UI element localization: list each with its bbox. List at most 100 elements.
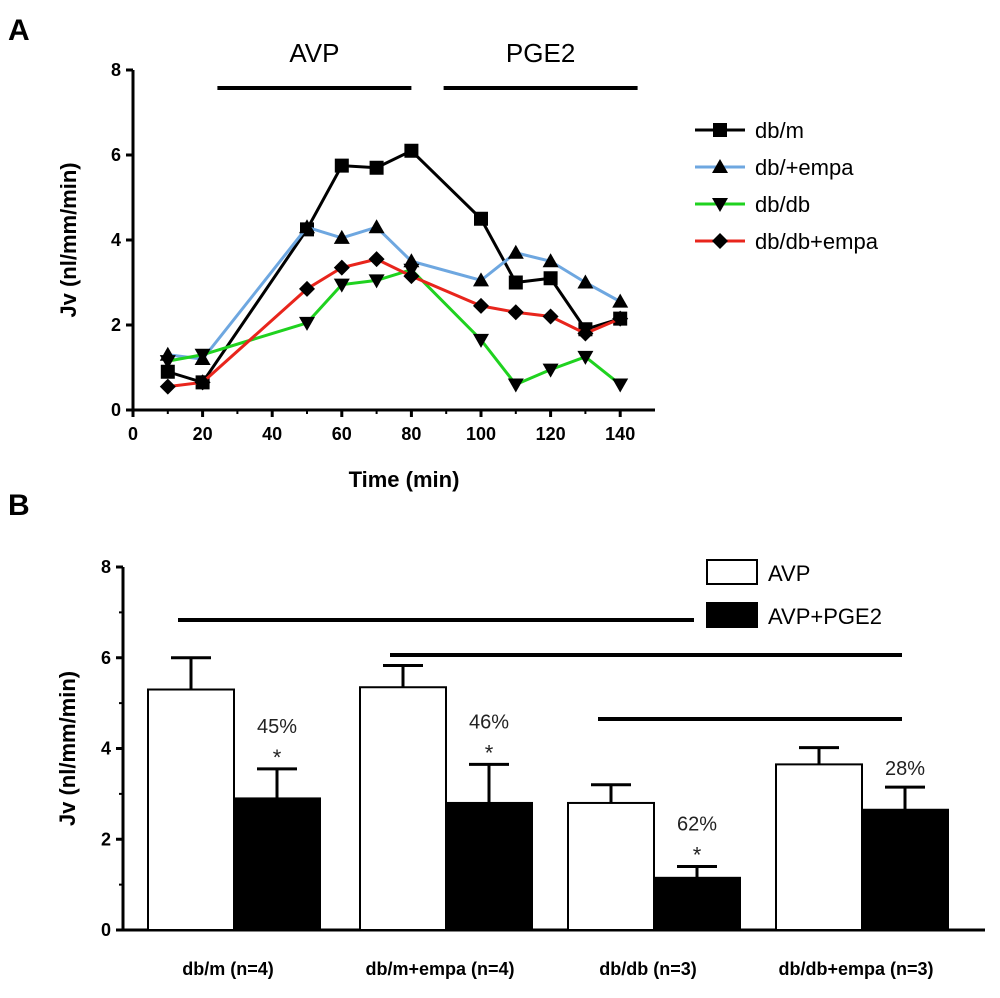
data-point <box>474 211 488 226</box>
category-label: db/m+empa (n=4) <box>365 959 514 979</box>
legend-label: AVP+PGE2 <box>768 604 882 629</box>
data-point <box>159 378 176 395</box>
bar-y-tick-label: 2 <box>101 829 111 849</box>
legend-label: db/db <box>755 192 810 217</box>
bar-avp <box>775 763 863 931</box>
x-tick-label: 40 <box>262 424 282 444</box>
bar-avp <box>567 801 655 932</box>
period-label: PGE2 <box>506 38 575 68</box>
data-point <box>612 310 629 327</box>
x-axis-title: Time (min) <box>349 467 460 492</box>
data-point <box>368 251 385 268</box>
data-point <box>507 244 524 259</box>
period-label: AVP <box>289 38 339 68</box>
bar-avp-pge2 <box>445 801 533 932</box>
data-point <box>299 219 315 234</box>
legend-label: db/db+empa <box>755 229 879 254</box>
data-point <box>612 293 629 308</box>
data-point <box>612 378 629 393</box>
data-point <box>369 160 384 175</box>
bar-annotations: 45% * 46% * 62% * 28% <box>257 711 925 867</box>
bar-avp <box>147 688 235 932</box>
data-point <box>368 219 385 234</box>
bar-avp-pge2 <box>653 876 741 931</box>
data-point <box>507 304 524 321</box>
x-tick-label: 100 <box>466 424 496 444</box>
series-line <box>167 225 621 361</box>
legend-marker <box>712 198 728 212</box>
bar-y-tick-label: 8 <box>101 557 111 577</box>
data-point <box>473 297 489 314</box>
line-chart-legend: db/m db/+empa db/db db/db+empa <box>695 118 879 254</box>
bar-chart-legend: AVP AVP+PGE2 <box>706 559 882 629</box>
data-point <box>159 355 176 370</box>
legend-swatch <box>706 559 758 585</box>
significance-star: * <box>273 745 282 770</box>
x-tick-label: 140 <box>605 424 635 444</box>
data-point <box>508 275 523 290</box>
category-label: db/m (n=4) <box>182 959 274 979</box>
legend-marker <box>712 159 728 173</box>
category-label: db/db+empa (n=3) <box>778 959 933 979</box>
data-point <box>577 325 594 342</box>
data-point <box>543 271 558 286</box>
y-axis-title: Jv (nl/mm/min) <box>56 162 81 317</box>
panel-a-letter: A <box>8 14 30 47</box>
data-point <box>404 143 419 158</box>
series-db-db <box>159 263 629 393</box>
treatment-period-bars: AVP PGE2 <box>217 38 638 90</box>
category-label: db/db (n=3) <box>599 959 697 979</box>
data-point <box>473 333 489 348</box>
series-db-db-empa <box>159 251 629 395</box>
bar-chart-bars: db/m (n=4) db/m+empa (n=4) db/db (n=3) db/d… <box>147 656 949 979</box>
bar-avp <box>359 686 447 932</box>
line-chart-series <box>159 143 629 395</box>
bar-y-tick-label: 6 <box>101 648 111 668</box>
y-tick-label: 4 <box>111 230 121 250</box>
bar-y-tick-label: 0 <box>101 920 111 940</box>
data-point <box>577 274 594 289</box>
data-point <box>333 259 350 276</box>
bar-y-tick-label: 4 <box>101 739 111 759</box>
data-point <box>542 308 559 325</box>
data-point <box>194 374 211 391</box>
bar-avp-pge2 <box>233 797 321 931</box>
data-point <box>403 268 420 285</box>
data-point <box>577 350 594 365</box>
legend-label: AVP <box>768 561 810 586</box>
data-point <box>333 229 350 244</box>
data-point <box>194 348 211 363</box>
data-point <box>299 280 315 297</box>
legend-label: db/m <box>755 118 804 143</box>
comparison-lines <box>178 618 902 721</box>
legend-swatch <box>706 602 758 628</box>
percent-reduction-label: 28% <box>885 758 925 780</box>
data-point <box>368 274 385 289</box>
legend-marker <box>712 233 728 249</box>
data-point <box>542 253 559 268</box>
data-point <box>334 158 349 173</box>
bar-chart-panel: 0 2 4 6 8 db/m (n=4) db/m+empa (n=4) db/db (n=… <box>55 557 985 979</box>
significance-star: * <box>485 740 494 765</box>
data-point <box>473 272 489 287</box>
data-point <box>160 364 175 379</box>
legend-label: db/+empa <box>755 155 854 180</box>
data-point <box>333 278 350 293</box>
data-point <box>507 378 524 393</box>
y-tick-label: 6 <box>111 145 121 165</box>
y-tick-label: 8 <box>111 60 121 80</box>
percent-reduction-label: 62% <box>677 813 717 835</box>
data-point <box>299 316 315 331</box>
x-tick-label: 60 <box>332 424 352 444</box>
x-tick-label: 120 <box>536 424 566 444</box>
y-tick-label: 2 <box>111 315 121 335</box>
x-tick-label: 0 <box>128 424 138 444</box>
legend-marker <box>713 123 727 137</box>
data-point <box>542 363 559 378</box>
bar-y-axis-title: Jv (nl/mm/min) <box>55 671 80 826</box>
bar-avp-pge2 <box>861 808 949 931</box>
percent-reduction-label: 45% <box>257 716 297 738</box>
